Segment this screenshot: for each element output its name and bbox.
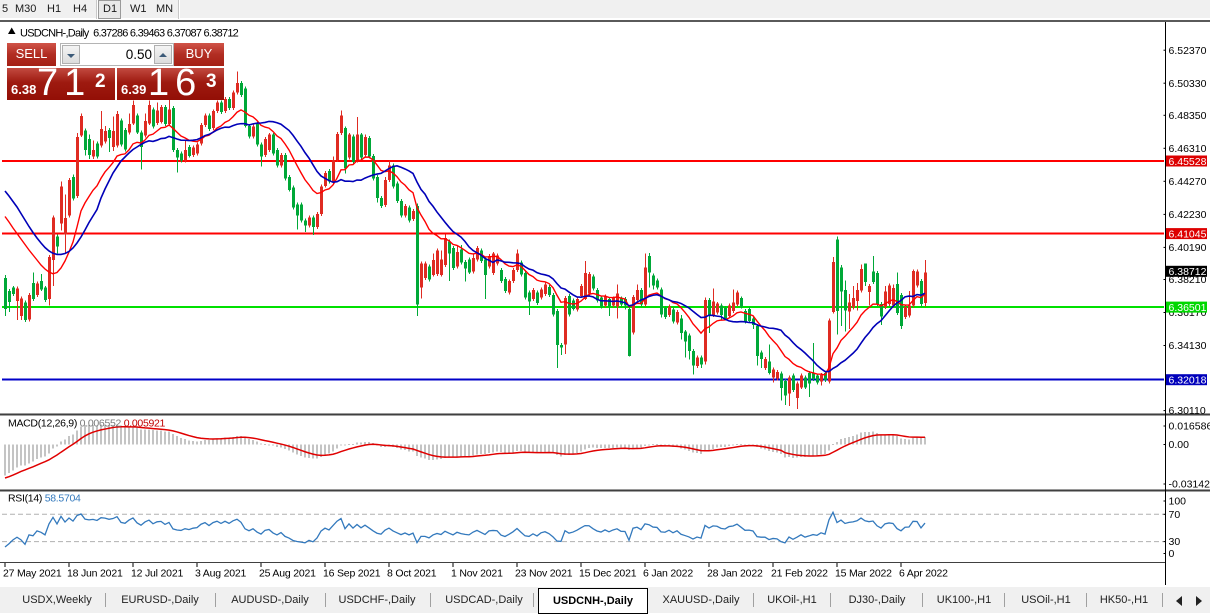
svg-text:15 Mar 2022: 15 Mar 2022 — [835, 568, 892, 580]
svg-text:6 Jan 2022: 6 Jan 2022 — [643, 568, 693, 580]
svg-text:23 Nov 2021: 23 Nov 2021 — [515, 568, 573, 580]
svg-text:0.00: 0.00 — [1169, 439, 1190, 451]
svg-text:16 Sep 2021: 16 Sep 2021 — [323, 568, 381, 580]
svg-text:28 Jan 2022: 28 Jan 2022 — [707, 568, 763, 580]
svg-text:21 Feb 2022: 21 Feb 2022 — [771, 568, 828, 580]
svg-text:18 Jun 2021: 18 Jun 2021 — [67, 568, 123, 580]
svg-text:6.52370: 6.52370 — [1169, 45, 1207, 57]
svg-text:0.016586: 0.016586 — [1169, 421, 1210, 433]
svg-text:6.46310: 6.46310 — [1169, 143, 1207, 155]
svg-text:6.36501: 6.36501 — [1169, 302, 1207, 314]
svg-text:6.45528: 6.45528 — [1169, 156, 1207, 168]
svg-text:15 Dec 2021: 15 Dec 2021 — [579, 568, 637, 580]
svg-text:27 May 2021: 27 May 2021 — [3, 568, 62, 580]
svg-text:100: 100 — [1169, 496, 1187, 508]
svg-text:6.42230: 6.42230 — [1169, 209, 1207, 221]
svg-text:0: 0 — [1169, 548, 1175, 560]
svg-text:3 Aug 2021: 3 Aug 2021 — [195, 568, 246, 580]
svg-text:8 Oct 2021: 8 Oct 2021 — [387, 568, 437, 580]
svg-text:1 Nov 2021: 1 Nov 2021 — [451, 568, 503, 580]
svg-text:6.44270: 6.44270 — [1169, 176, 1207, 188]
svg-text:25 Aug 2021: 25 Aug 2021 — [259, 568, 316, 580]
svg-text:6.38712: 6.38712 — [1169, 266, 1207, 278]
svg-text:6.50330: 6.50330 — [1169, 78, 1207, 90]
svg-text:6.34130: 6.34130 — [1169, 340, 1207, 352]
svg-text:6.30110: 6.30110 — [1169, 405, 1206, 417]
svg-text:6 Apr 2022: 6 Apr 2022 — [899, 568, 948, 580]
svg-text:MACD(12,26,9) 0.006552 0.00592: MACD(12,26,9) 0.006552 0.005921 — [8, 418, 166, 430]
svg-text:RSI(14) 58.5704: RSI(14) 58.5704 — [8, 493, 81, 505]
svg-text:USDCNH-,Daily 6.37286 6.39463: USDCNH-,Daily 6.37286 6.39463 6.37087 6.… — [20, 28, 239, 40]
svg-text:12 Jul 2021: 12 Jul 2021 — [131, 568, 183, 580]
svg-text:6.41045: 6.41045 — [1169, 228, 1207, 240]
svg-text:30: 30 — [1169, 536, 1181, 548]
svg-text:6.48350: 6.48350 — [1169, 110, 1207, 122]
svg-text:6.32018: 6.32018 — [1169, 375, 1207, 387]
svg-text:70: 70 — [1169, 509, 1181, 521]
svg-text:6.40190: 6.40190 — [1169, 242, 1207, 254]
